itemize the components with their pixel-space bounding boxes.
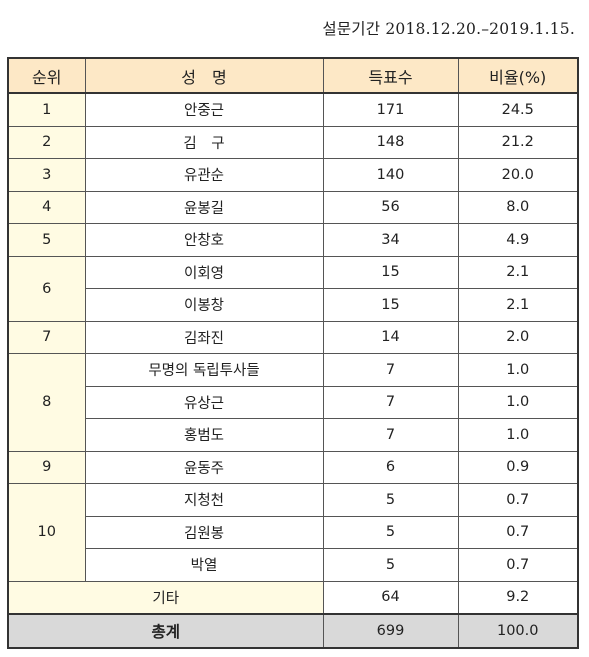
other-label: 기타 [7,580,324,615]
ratio-cell: 1.0 [457,353,579,387]
table-row: 유상근 7 1.0 [8,385,579,419]
total-ratio: 100.0 [457,613,579,649]
name-cell: 유관순 [84,158,324,192]
name-cell: 이봉창 [84,288,324,322]
table-row: 6 이회영 15 2.1 [7,255,579,322]
header-rank: 순위 [7,57,86,94]
name-cell: 지청천 [84,483,324,517]
votes-cell: 34 [322,223,459,257]
name-cell: 무명의 독립투사들 [84,353,324,387]
votes-cell: 148 [322,125,459,159]
table-row: 7 김좌진 14 2.0 [7,320,579,354]
rank-cell: 10 [7,483,86,582]
votes-cell: 5 [322,483,459,517]
rank-cell: 3 [7,158,86,192]
rank-cell: 8 [7,353,86,452]
table-row: 1 안중근 171 24.5 [7,92,579,127]
ratio-cell: 2.1 [457,288,579,322]
votes-cell: 5 [322,515,459,549]
rank-cell: 6 [7,255,86,322]
header-votes: 득표수 [322,57,459,94]
table-row: 2 김 구 148 21.2 [7,125,579,159]
name-cell: 김좌진 [84,320,324,354]
ratio-cell: 20.0 [457,158,579,192]
table-row: 10 지청천 5 0.7 [7,483,579,582]
total-row: 총계 699 100.0 [7,613,579,649]
results-table: 순위 성 명 득표수 비율(%) 1 안중근 171 24.5 2 김 구 14… [7,57,579,649]
name-cell: 윤동주 [84,450,324,484]
other-ratio: 9.2 [457,580,579,615]
rank-cell: 5 [7,223,86,257]
table-row: 9 윤동주 6 0.9 [7,450,579,484]
ratio-cell: 2.0 [457,320,579,354]
table-row: 김원봉 5 0.7 [8,515,579,549]
table-row: 4 윤봉길 56 8.0 [7,190,579,224]
name-cell: 안중근 [84,92,324,127]
rank-cell: 4 [7,190,86,224]
votes-cell: 6 [322,450,459,484]
name-cell: 홍범도 [84,418,324,452]
votes-cell: 5 [322,548,459,582]
ratio-cell: 1.0 [457,418,579,452]
table-row: 5 안창호 34 4.9 [7,223,579,257]
ratio-cell: 0.9 [457,450,579,484]
votes-cell: 15 [322,255,459,289]
votes-cell: 140 [322,158,459,192]
votes-cell: 14 [322,320,459,354]
rank-cell: 2 [7,125,86,159]
header-row: 순위 성 명 득표수 비율(%) [7,57,579,94]
name-cell: 유상근 [84,385,324,419]
other-votes: 64 [322,580,459,615]
name-cell: 이회영 [84,255,324,289]
votes-cell: 7 [322,385,459,419]
ratio-cell: 1.0 [457,385,579,419]
survey-period: 설문기간 2018.12.20.–2019.1.15. [322,20,575,38]
name-cell: 윤봉길 [84,190,324,224]
votes-cell: 56 [322,190,459,224]
header-ratio: 비율(%) [457,57,579,94]
votes-cell: 7 [322,418,459,452]
table-row: 박열 5 0.7 [8,548,579,582]
total-label: 총계 [7,613,324,649]
table-row: 8 무명의 독립투사들 7 1.0 [7,353,579,452]
votes-cell: 7 [322,353,459,387]
ratio-cell: 0.7 [457,548,579,582]
table-row: 홍범도 7 1.0 [8,418,579,452]
table-row: 3 유관순 140 20.0 [7,158,579,192]
name-cell: 박열 [84,548,324,582]
table-row: 이봉창 15 2.1 [8,288,579,322]
votes-cell: 15 [322,288,459,322]
ratio-cell: 8.0 [457,190,579,224]
ratio-cell: 0.7 [457,515,579,549]
name-cell: 김 구 [84,125,324,159]
other-row: 기타 64 9.2 [7,580,579,615]
ratio-cell: 24.5 [457,92,579,127]
rank-cell: 9 [7,450,86,484]
votes-cell: 171 [322,92,459,127]
ratio-cell: 0.7 [457,483,579,517]
name-cell: 김원봉 [84,515,324,549]
ratio-cell: 21.2 [457,125,579,159]
rank-cell: 1 [7,92,86,127]
ratio-cell: 2.1 [457,255,579,289]
ratio-cell: 4.9 [457,223,579,257]
header-name: 성 명 [84,57,324,94]
total-votes: 699 [322,613,459,649]
rank-cell: 7 [7,320,86,354]
name-cell: 안창호 [84,223,324,257]
